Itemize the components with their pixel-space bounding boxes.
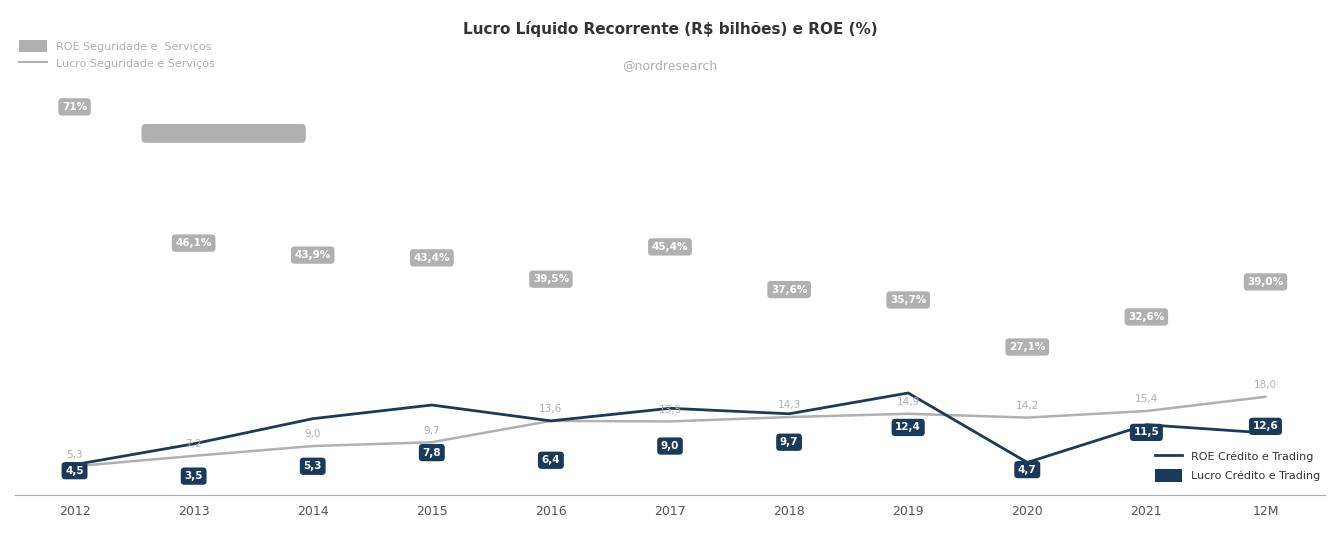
Text: 14,9: 14,9 [896,397,919,407]
Text: 71%: 71% [62,102,87,112]
Text: 14,2: 14,2 [1016,401,1038,411]
Text: 6,4: 6,4 [541,455,560,465]
Text: 43,9%: 43,9% [295,250,331,260]
Text: 7,2: 7,2 [185,439,202,449]
Text: 39,5%: 39,5% [533,274,570,284]
Text: Lucro Líquido Recorrente (R$ bilhões) e ROE (%): Lucro Líquido Recorrente (R$ bilhões) e … [462,21,878,37]
Text: 27,1%: 27,1% [1009,342,1045,352]
Text: 11,5: 11,5 [1134,427,1159,438]
Text: 3,5: 3,5 [185,471,202,481]
Text: 18,0: 18,0 [1254,380,1277,390]
Text: 9,0: 9,0 [304,430,322,440]
Text: 32,6%: 32,6% [1128,312,1164,322]
Text: 9,0: 9,0 [661,441,679,451]
Text: 46,1%: 46,1% [176,238,212,248]
Text: 43,4%: 43,4% [414,253,450,263]
Text: 13,6: 13,6 [539,405,563,414]
Text: 39,0%: 39,0% [1248,277,1284,287]
Text: ROE Seguridade e  Serviços: ROE Seguridade e Serviços [146,128,302,139]
Text: 7,8: 7,8 [422,448,441,458]
Text: 9,7: 9,7 [780,437,799,447]
Text: 5,3: 5,3 [303,461,322,471]
Text: 13,5: 13,5 [658,405,682,415]
Text: 15,4: 15,4 [1135,394,1158,405]
Text: 12,4: 12,4 [895,423,921,432]
Text: 35,7%: 35,7% [890,295,926,305]
Text: 4,7: 4,7 [1018,465,1037,474]
Text: 9,7: 9,7 [423,426,440,435]
Text: 37,6%: 37,6% [770,285,807,295]
Text: 14,3: 14,3 [777,400,801,410]
Text: 5,3: 5,3 [66,450,83,460]
Text: 12,6: 12,6 [1253,422,1278,431]
Legend: ROE Crédito e Trading, Lucro Crédito e Trading: ROE Crédito e Trading, Lucro Crédito e T… [1150,445,1325,487]
Text: 45,4%: 45,4% [651,242,689,252]
Text: 4,5: 4,5 [66,466,84,475]
Text: @nordresearch: @nordresearch [622,59,718,71]
